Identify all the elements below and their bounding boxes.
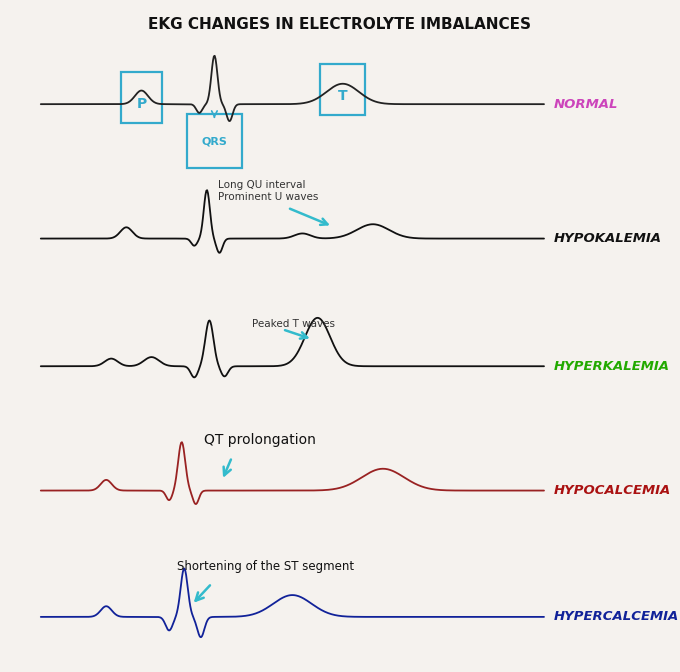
- Text: NORMAL: NORMAL: [554, 97, 619, 111]
- Text: HYPERKALEMIA: HYPERKALEMIA: [554, 360, 670, 373]
- Text: T: T: [338, 89, 347, 103]
- Text: HYPERCALCEMIA: HYPERCALCEMIA: [554, 610, 679, 624]
- Text: P: P: [136, 97, 147, 111]
- Text: Long QU interval
Prominent U waves: Long QU interval Prominent U waves: [218, 180, 318, 202]
- Text: QRS: QRS: [201, 136, 227, 146]
- Text: QT prolongation: QT prolongation: [204, 433, 316, 447]
- Text: EKG CHANGES IN ELECTROLYTE IMBALANCES: EKG CHANGES IN ELECTROLYTE IMBALANCES: [148, 17, 532, 32]
- Text: Shortening of the ST segment: Shortening of the ST segment: [177, 560, 354, 573]
- Text: HYPOKALEMIA: HYPOKALEMIA: [554, 232, 662, 245]
- Text: Peaked T waves: Peaked T waves: [252, 319, 335, 329]
- Text: HYPOCALCEMIA: HYPOCALCEMIA: [554, 484, 671, 497]
